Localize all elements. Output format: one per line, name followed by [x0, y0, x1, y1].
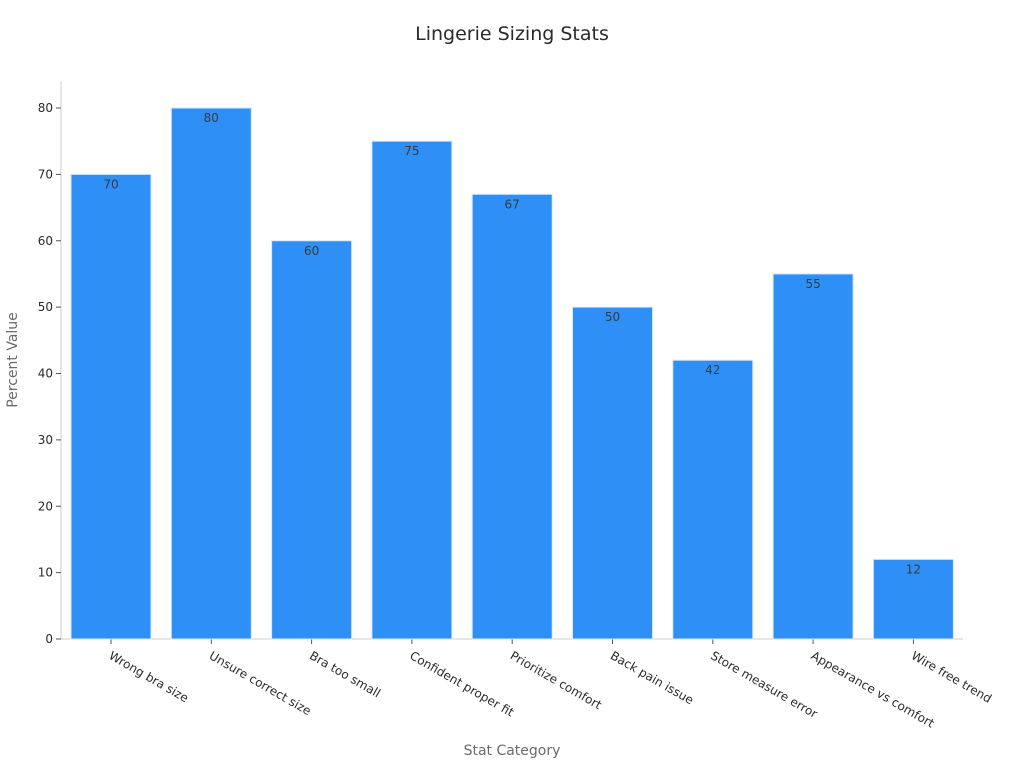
bar [271, 240, 353, 640]
y-tick-label: 80 [38, 101, 53, 115]
bar [170, 107, 252, 640]
data-label: 50 [605, 310, 620, 324]
y-tick-label: 50 [38, 300, 53, 314]
y-tick-label: 0 [45, 632, 53, 646]
bar [772, 273, 854, 640]
data-label: 75 [404, 144, 419, 158]
data-label: 12 [906, 562, 921, 576]
y-tick-label: 60 [38, 234, 53, 248]
x-tick-label: Bra too small [307, 648, 383, 700]
x-tick-label: Wrong bra size [107, 648, 191, 705]
data-label: 55 [805, 277, 820, 291]
bar [471, 193, 553, 640]
data-label: 70 [103, 177, 118, 191]
x-tick-label: Confident proper fit [407, 648, 516, 719]
bar [672, 359, 754, 640]
bars-group [70, 107, 954, 640]
y-tick-label: 10 [38, 566, 53, 580]
y-tick-label: 40 [38, 367, 53, 381]
y-tick-label: 70 [38, 167, 53, 181]
bar [371, 140, 453, 640]
x-tick-label: Store measure error [708, 648, 820, 721]
x-tick-label: Prioritize comfort [508, 648, 605, 712]
data-label: 60 [304, 244, 319, 258]
bar [572, 306, 653, 640]
data-label: 80 [204, 111, 219, 125]
x-tick-label: Wire free trend [909, 648, 994, 705]
x-tick-label: Back pain issue [608, 648, 696, 707]
data-label: 67 [505, 197, 520, 211]
x-axis-title: Stat Category [464, 743, 561, 759]
chart-title: Lingerie Sizing Stats [415, 23, 609, 45]
y-axis: 0 10 20 30 40 50 60 70 80 [38, 81, 62, 646]
bar [872, 558, 954, 640]
data-labels-group: 70 80 60 75 67 50 42 55 12 [103, 111, 921, 576]
bar [70, 173, 152, 640]
x-tick-label: Unsure correct size [207, 648, 314, 718]
y-tick-label: 30 [38, 433, 53, 447]
y-axis-title: Percent Value [5, 312, 21, 408]
y-tick-label: 20 [38, 499, 53, 513]
data-label: 42 [705, 363, 720, 377]
